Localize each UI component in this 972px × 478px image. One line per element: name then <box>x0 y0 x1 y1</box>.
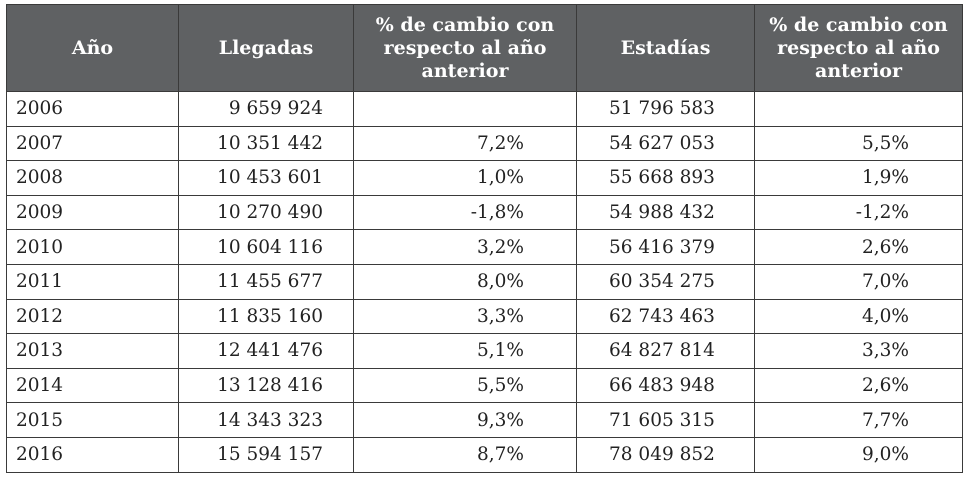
table-body: 2006 9 659 924 51 796 583 2007 10 351 442 7,2… <box>6 91 963 473</box>
year-cell: 2012 <box>6 298 179 335</box>
table-row: 2013 12 441 476 5,1% 64 827 814 3,3% <box>6 333 963 369</box>
stays-change-cell: 5,5% <box>754 125 963 162</box>
arrivals-change-cell: 7,2% <box>353 125 577 162</box>
stays-cell: 56 416 379 <box>576 229 755 265</box>
data-table: Año Llegadas % de cambio con respecto al… <box>6 4 963 473</box>
arrivals-change-cell <box>353 91 577 127</box>
arrivals-cell: 11 455 677 <box>178 263 354 300</box>
year-cell: 2008 <box>6 160 179 196</box>
year-cell: 2014 <box>6 367 179 404</box>
arrivals-cell: 9 659 924 <box>178 91 354 127</box>
arrivals-change-cell: 3,2% <box>353 229 577 265</box>
year-cell: 2007 <box>6 125 179 162</box>
stays-change-cell: 2,6% <box>754 367 963 404</box>
arrivals-cell: 10 270 490 <box>178 194 354 231</box>
header-arrivals: Llegadas <box>178 4 354 92</box>
header-stays-change: % de cambio con respecto al año anterior <box>754 4 963 92</box>
arrivals-cell: 14 343 323 <box>178 402 354 438</box>
header-year: Año <box>6 4 179 92</box>
stays-cell: 64 827 814 <box>576 333 755 369</box>
arrivals-cell: 10 604 116 <box>178 229 354 265</box>
stays-change-cell <box>754 91 963 127</box>
table-header: Año Llegadas % de cambio con respecto al… <box>6 4 963 92</box>
table-row: 2008 10 453 601 1,0% 55 668 893 1,9% <box>6 160 963 196</box>
stays-change-cell: 7,0% <box>754 263 963 300</box>
table-row: 2009 10 270 490 -1,8% 54 988 432 -1,2% <box>6 194 963 231</box>
arrivals-change-cell: 8,0% <box>353 263 577 300</box>
table-row: 2007 10 351 442 7,2% 54 627 053 5,5% <box>6 125 963 162</box>
arrivals-cell: 15 594 157 <box>178 436 354 473</box>
arrivals-cell: 13 128 416 <box>178 367 354 404</box>
year-cell: 2013 <box>6 333 179 369</box>
year-cell: 2016 <box>6 436 179 473</box>
table-row: 2015 14 343 323 9,3% 71 605 315 7,7% <box>6 402 963 438</box>
table-row: 2014 13 128 416 5,5% 66 483 948 2,6% <box>6 367 963 404</box>
arrivals-change-cell: 8,7% <box>353 436 577 473</box>
arrivals-cell: 12 441 476 <box>178 333 354 369</box>
arrivals-change-cell: 3,3% <box>353 298 577 335</box>
stays-change-cell: 2,6% <box>754 229 963 265</box>
stays-change-cell: 1,9% <box>754 160 963 196</box>
stays-cell: 51 796 583 <box>576 91 755 127</box>
arrivals-change-cell: 5,5% <box>353 367 577 404</box>
arrivals-cell: 11 835 160 <box>178 298 354 335</box>
stays-cell: 71 605 315 <box>576 402 755 438</box>
year-cell: 2015 <box>6 402 179 438</box>
stays-cell: 62 743 463 <box>576 298 755 335</box>
stays-cell: 66 483 948 <box>576 367 755 404</box>
table-row: 2006 9 659 924 51 796 583 <box>6 91 963 127</box>
header-row: Año Llegadas % de cambio con respecto al… <box>6 4 963 92</box>
stays-cell: 60 354 275 <box>576 263 755 300</box>
table-row: 2011 11 455 677 8,0% 60 354 275 7,0% <box>6 263 963 300</box>
stays-change-cell: -1,2% <box>754 194 963 231</box>
arrivals-change-cell: -1,8% <box>353 194 577 231</box>
table-row: 2010 10 604 116 3,2% 56 416 379 2,6% <box>6 229 963 265</box>
arrivals-cell: 10 351 442 <box>178 125 354 162</box>
year-cell: 2009 <box>6 194 179 231</box>
stays-cell: 78 049 852 <box>576 436 755 473</box>
arrivals-change-cell: 5,1% <box>353 333 577 369</box>
table-row: 2016 15 594 157 8,7% 78 049 852 9,0% <box>6 436 963 473</box>
stays-cell: 54 627 053 <box>576 125 755 162</box>
stays-change-cell: 3,3% <box>754 333 963 369</box>
arrivals-change-cell: 1,0% <box>353 160 577 196</box>
stays-change-cell: 4,0% <box>754 298 963 335</box>
year-cell: 2006 <box>6 91 179 127</box>
stays-change-cell: 9,0% <box>754 436 963 473</box>
year-cell: 2011 <box>6 263 179 300</box>
arrivals-change-cell: 9,3% <box>353 402 577 438</box>
table-row: 2012 11 835 160 3,3% 62 743 463 4,0% <box>6 298 963 335</box>
year-cell: 2010 <box>6 229 179 265</box>
stays-change-cell: 7,7% <box>754 402 963 438</box>
header-arrivals-change: % de cambio con respecto al año anterior <box>353 4 577 92</box>
header-stays: Estadías <box>576 4 755 92</box>
stays-cell: 54 988 432 <box>576 194 755 231</box>
stays-cell: 55 668 893 <box>576 160 755 196</box>
arrivals-cell: 10 453 601 <box>178 160 354 196</box>
